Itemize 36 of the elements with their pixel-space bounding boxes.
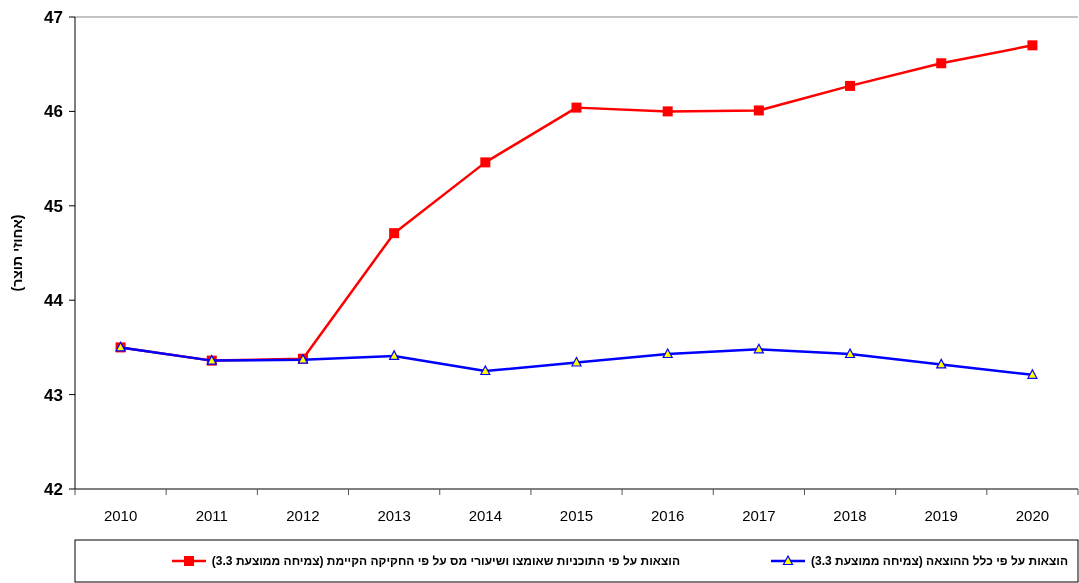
x-tick-label: 2019	[924, 507, 958, 524]
x-tick-label: 2015	[559, 507, 594, 524]
point	[1027, 369, 1038, 379]
x-tick-label: 2013	[377, 507, 411, 524]
y-tick-label: 43	[44, 385, 63, 405]
y-tick-label: 44	[44, 291, 64, 311]
point	[936, 358, 947, 369]
x-tick-label: 2017	[742, 507, 776, 524]
y-tick-label: 47	[44, 7, 63, 27]
point	[571, 102, 582, 113]
x-tick-label: 2020	[1015, 507, 1050, 524]
legend-label: הוצאות על פי כלל ההוצאה (צמיחה ממוצעת 3.3)	[811, 554, 1068, 569]
point	[480, 365, 491, 376]
x-tick-label: 2010	[103, 507, 138, 524]
legend-label: הוצאות על פי התוכניות שאומצו ושיעורי מס על פי החקיקה הקיימת (צמיחה ממוצעת 3.3)	[211, 554, 680, 569]
point	[1027, 40, 1038, 51]
x-tick-label: 2014	[468, 507, 503, 524]
point	[662, 348, 673, 359]
y-tick-label: 42	[44, 479, 63, 499]
point	[753, 105, 764, 116]
y-tick-label: 45	[44, 196, 63, 216]
point	[389, 350, 400, 360]
point	[936, 58, 947, 69]
x-tick-label: 2018	[833, 507, 867, 524]
x-tick-label: 2012	[286, 507, 320, 524]
y-tick-label: 46	[44, 102, 63, 122]
point	[662, 106, 673, 117]
x-tick-label: 2011	[195, 507, 228, 524]
point	[753, 343, 764, 354]
x-tick-label: 2016	[650, 507, 685, 524]
point	[844, 348, 856, 359]
point	[845, 80, 856, 91]
point	[389, 228, 400, 239]
point	[480, 157, 491, 168]
y-axis-title: (אחוזי תוצר)	[9, 214, 25, 292]
point	[571, 356, 582, 367]
